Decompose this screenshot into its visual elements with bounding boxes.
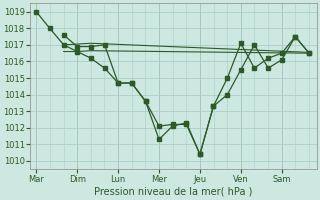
X-axis label: Pression niveau de la mer( hPa ): Pression niveau de la mer( hPa ) bbox=[94, 187, 252, 197]
